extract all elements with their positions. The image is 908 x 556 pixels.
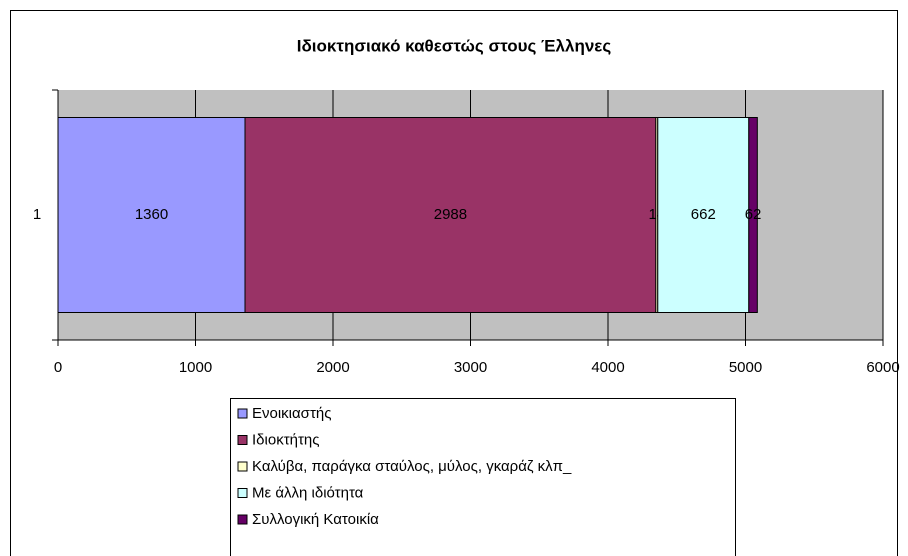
- legend-label: Ενοικιαστής: [252, 405, 331, 422]
- y-tick-label: 1: [33, 206, 41, 223]
- legend-label: Ιδιοκτήτης: [252, 431, 319, 448]
- x-tick-label: 0: [54, 359, 62, 376]
- legend-marker: [237, 488, 248, 498]
- data-label: 2988: [434, 206, 467, 223]
- bar-segment: [244, 117, 657, 313]
- x-tick-label: 2000: [316, 359, 349, 376]
- legend-label: Συλλογική Κατοικία: [252, 511, 379, 528]
- data-label: 662: [691, 206, 716, 223]
- x-tick-label: 4000: [591, 359, 624, 376]
- x-tick-label: 3000: [454, 359, 487, 376]
- bar-segment: [748, 117, 758, 313]
- data-label: 62: [745, 206, 762, 223]
- legend-label: Με άλλη ιδιότητα: [252, 484, 364, 501]
- legend-box: [230, 398, 736, 556]
- data-label: 1360: [135, 206, 168, 223]
- chart-title: Ιδιοκτησιακό καθεστώς στους Έλληνες: [297, 36, 612, 55]
- legend-marker: [237, 514, 248, 525]
- legend-marker: [237, 435, 248, 445]
- bar-segment: [57, 117, 246, 313]
- legend-marker: [237, 461, 248, 472]
- bar-segment: [657, 117, 750, 313]
- x-tick-label: 6000: [866, 359, 899, 376]
- legend-label: Καλύβα, παράγκα σταύλος, μύλος, γκαράζ κ…: [252, 458, 572, 475]
- x-tick-label: 1000: [179, 359, 212, 376]
- x-tick-label: 5000: [729, 359, 762, 376]
- legend-marker: [237, 408, 248, 419]
